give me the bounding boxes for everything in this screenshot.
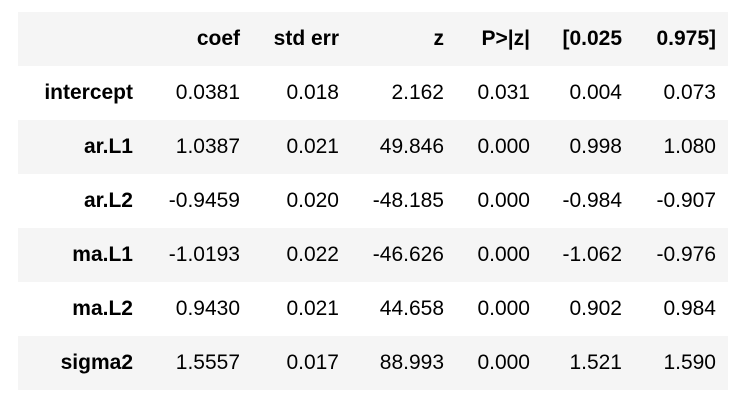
table-row: intercept 0.0381 0.018 2.162 0.031 0.004 0.073 bbox=[18, 66, 728, 120]
table-cell: -48.185 bbox=[372, 189, 444, 212]
table-cell: 1.521 bbox=[569, 351, 622, 374]
table-cell: 0.984 bbox=[663, 297, 716, 320]
table-cell: 0.018 bbox=[286, 81, 339, 104]
table-cell: 0.004 bbox=[569, 81, 622, 104]
row-label: ar.L2 bbox=[83, 189, 133, 212]
column-header: coef bbox=[196, 27, 240, 50]
table-cell: 0.902 bbox=[569, 297, 622, 320]
row-label: ma.L2 bbox=[72, 297, 133, 320]
header-row: coef std err z P>|z| [0.025 0.975] bbox=[18, 12, 728, 66]
table-cell: 1.080 bbox=[663, 135, 716, 158]
column-header: std err bbox=[273, 27, 339, 50]
table-cell: 0.0381 bbox=[175, 81, 240, 104]
column-header: 0.975] bbox=[656, 27, 716, 50]
table-cell: -0.976 bbox=[656, 243, 716, 266]
table-cell: 0.000 bbox=[477, 243, 530, 266]
column-header: z bbox=[433, 27, 445, 50]
row-label: ar.L1 bbox=[83, 135, 133, 158]
table-cell: 0.9430 bbox=[175, 297, 240, 320]
table-row: ma.L2 0.9430 0.021 44.658 0.000 0.902 0.984 bbox=[18, 282, 728, 336]
table-cell: -1.0193 bbox=[168, 243, 240, 266]
table-cell: 0.073 bbox=[663, 81, 716, 104]
row-label: sigma2 bbox=[60, 351, 133, 374]
table-cell: -0.907 bbox=[656, 189, 716, 212]
table-row: sigma2 1.5557 0.017 88.993 0.000 1.521 1.590 bbox=[18, 336, 728, 390]
table-cell: 1.0387 bbox=[175, 135, 240, 158]
table-cell: -1.062 bbox=[562, 243, 622, 266]
corner-cell bbox=[18, 12, 145, 66]
table-cell: 0.998 bbox=[569, 135, 622, 158]
column-header: [0.025 bbox=[562, 27, 622, 50]
table-cell: 0.031 bbox=[477, 81, 530, 104]
table-row: ar.L1 1.0387 0.021 49.846 0.000 0.998 1.080 bbox=[18, 120, 728, 174]
table-cell: 0.000 bbox=[477, 189, 530, 212]
table-cell: 1.590 bbox=[663, 351, 716, 374]
table-cell: -0.9459 bbox=[168, 189, 240, 212]
results-table: coef std err z P>|z| [0.025 0.975] intercept 0… bbox=[18, 12, 728, 390]
table-cell: 0.017 bbox=[286, 351, 339, 374]
column-header: P>|z| bbox=[481, 27, 530, 50]
table-cell: 44.658 bbox=[379, 297, 444, 320]
table-cell: 0.000 bbox=[477, 351, 530, 374]
table-cell: 2.162 bbox=[391, 81, 444, 104]
table-cell: 0.000 bbox=[477, 135, 530, 158]
row-label: intercept bbox=[44, 81, 133, 104]
table-cell: 1.5557 bbox=[175, 351, 240, 374]
table-cell: 88.993 bbox=[379, 351, 444, 374]
table-cell: -46.626 bbox=[372, 243, 444, 266]
table-body: intercept 0.0381 0.018 2.162 0.031 0.004 0.073… bbox=[18, 66, 728, 390]
table-cell: 0.022 bbox=[286, 243, 339, 266]
row-label: ma.L1 bbox=[72, 243, 133, 266]
table-cell: 49.846 bbox=[379, 135, 444, 158]
table-row: ar.L2 -0.9459 0.020 -48.185 0.000 -0.984 -0.90… bbox=[18, 174, 728, 228]
table-cell: 0.021 bbox=[286, 297, 339, 320]
table-cell: 0.000 bbox=[477, 297, 530, 320]
table-cell: -0.984 bbox=[562, 189, 622, 212]
table-cell: 0.020 bbox=[286, 189, 339, 212]
table-cell: 0.021 bbox=[286, 135, 339, 158]
table-row: ma.L1 -1.0193 0.022 -46.626 0.000 -1.062 -0.97… bbox=[18, 228, 728, 282]
